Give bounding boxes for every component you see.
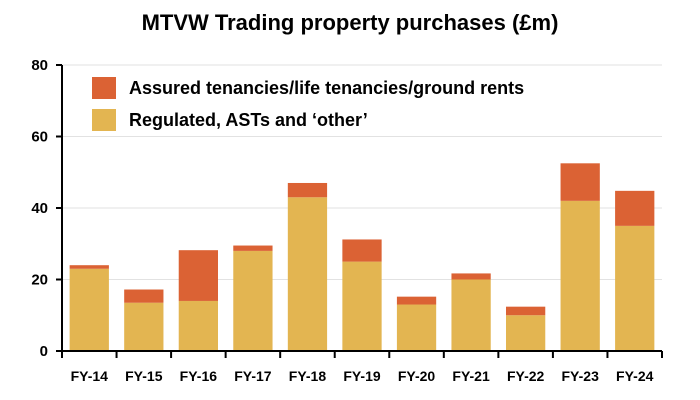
x-tick-label: FY-17	[234, 368, 272, 384]
x-tick-label: FY-19	[343, 368, 381, 384]
legend-label: Regulated, ASTs and ‘other’	[129, 110, 368, 130]
bar-segment	[396, 304, 437, 351]
bar-segment	[287, 197, 328, 351]
bar-segment	[69, 265, 109, 269]
bar-segment	[560, 200, 600, 351]
x-tick-label: FY-20	[398, 368, 436, 384]
bar-segment	[615, 190, 655, 226]
y-tick-label: 40	[31, 200, 48, 217]
bar-segment	[396, 296, 437, 305]
bar-segment	[287, 182, 328, 198]
x-tick-label: FY-24	[616, 368, 654, 384]
x-tick-label: FY-23	[562, 368, 600, 384]
y-tick-label: 80	[31, 57, 48, 74]
x-tick-label: FY-18	[289, 368, 327, 384]
bar-segment	[178, 300, 218, 351]
bar-segment	[506, 306, 546, 316]
chart-title: MTVW Trading property purchases (£m)	[141, 10, 559, 35]
y-tick-label: 0	[40, 343, 48, 360]
x-tick-label: FY-21	[452, 368, 490, 384]
legend-swatch	[92, 77, 116, 99]
bar-segment	[124, 289, 164, 303]
x-tick-label: FY-14	[71, 368, 109, 384]
bar-segment	[342, 261, 382, 351]
bar-segment	[69, 268, 109, 351]
bar-segment	[506, 315, 546, 351]
legend-swatch	[92, 109, 116, 131]
bar-segment	[342, 239, 382, 262]
x-tick-label: FY-16	[180, 368, 218, 384]
bar-segment	[451, 273, 491, 280]
bar-segment	[178, 250, 218, 301]
x-tick-label: FY-15	[125, 368, 163, 384]
bar-segment	[124, 302, 164, 351]
bar-segment	[233, 245, 273, 251]
y-tick-label: 60	[31, 129, 48, 146]
bar-segment	[560, 163, 600, 201]
y-tick-label: 20	[31, 272, 48, 289]
bar-segment	[615, 225, 655, 351]
bar-segment	[451, 279, 491, 351]
legend-label: Assured tenancies/life tenancies/ground …	[129, 78, 524, 98]
bar-segment	[233, 250, 273, 351]
x-tick-label: FY-22	[507, 368, 545, 384]
